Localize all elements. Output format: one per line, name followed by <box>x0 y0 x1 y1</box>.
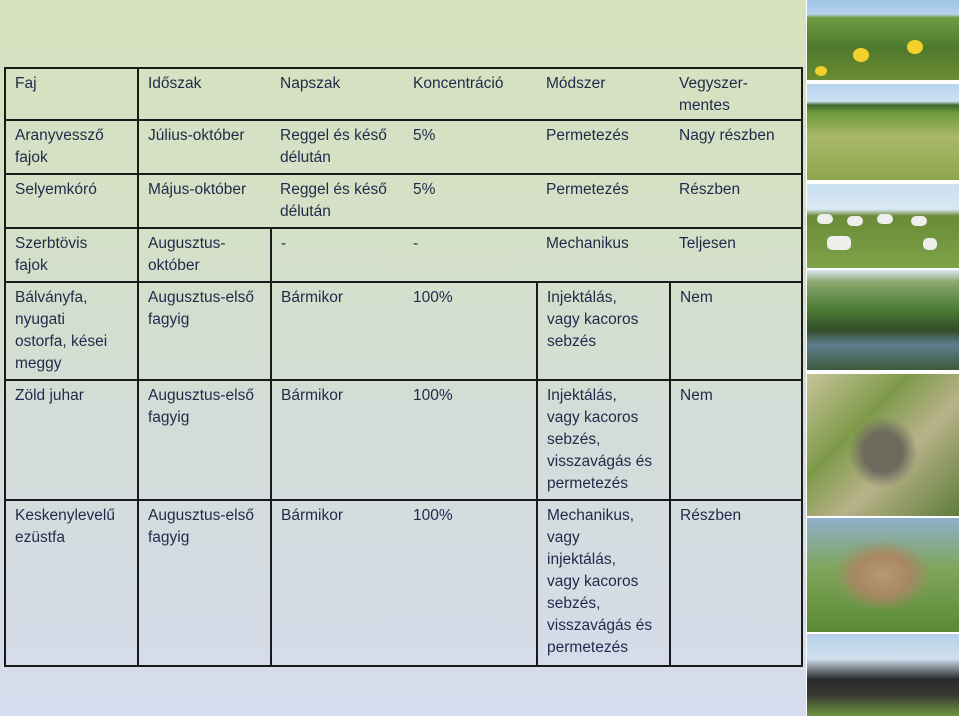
cell-idoszak: Augusztus-első fagyig <box>138 379 272 501</box>
table-row: Aranyvessző fajok Július-október Reggel … <box>4 119 803 175</box>
cell-modszer: Injektálás, vagy kacoros sebzés, visszav… <box>537 379 671 501</box>
header-idoszak: Időszak <box>138 67 271 121</box>
cell-vegyszermentes: Nem <box>670 281 803 381</box>
cell-napszak: Bármikor <box>271 281 404 381</box>
cell-koncentracio: 100% <box>404 281 538 381</box>
header-modszer: Módszer <box>537 67 670 121</box>
cell-napszak: Reggel és késő délután <box>271 173 404 229</box>
water-buffalo-photo <box>807 634 959 716</box>
herbicide-treatment-table: Faj Időszak Napszak Koncentráció Módszer… <box>4 67 803 667</box>
cell-napszak: - <box>271 227 404 283</box>
cell-napszak: Bármikor <box>271 499 404 667</box>
cell-koncentracio: 5% <box>404 173 537 229</box>
cell-modszer: Injektálás, vagy kacoros sebzés <box>537 281 671 381</box>
grassland-photo <box>807 84 959 180</box>
cell-vegyszermentes: Teljesen <box>670 227 803 283</box>
table-header-row: Faj Időszak Napszak Koncentráció Módszer… <box>4 67 803 121</box>
cell-modszer: Permetezés <box>537 173 670 229</box>
cell-koncentracio: 100% <box>404 379 538 501</box>
cell-modszer: Permetezés <box>537 119 670 175</box>
cell-vegyszermentes: Nem <box>670 379 803 501</box>
cell-faj: Bálványfa, nyugati ostorfa, kései meggy <box>4 281 139 381</box>
cell-faj: Keskenylevelű ezüstfa <box>4 499 139 667</box>
cell-idoszak: Július-október <box>138 119 271 175</box>
cell-napszak: Reggel és késő délután <box>271 119 404 175</box>
header-vegyszermentes: Vegyszer- mentes <box>670 67 803 121</box>
yellow-flowers-photo <box>807 0 959 80</box>
cell-koncentracio: 5% <box>404 119 537 175</box>
photo-strip <box>806 0 960 716</box>
snake-in-grass-photo <box>807 374 959 516</box>
cell-modszer: Mechanikus <box>537 227 670 283</box>
cell-vegyszermentes: Részben <box>670 173 803 229</box>
cell-koncentracio: 100% <box>404 499 538 667</box>
cell-vegyszermentes: Részben <box>670 499 803 667</box>
grey-cattle-herd-photo <box>807 184 959 268</box>
table-row: Selyemkóró Május-október Reggel és késő … <box>4 173 803 229</box>
cell-idoszak: Augusztus-első fagyig <box>138 281 272 381</box>
cell-faj: Zöld juhar <box>4 379 139 501</box>
cell-modszer: Mechanikus, vagy injektálás, vagy kacoro… <box>537 499 671 667</box>
cell-idoszak: Augusztus-első fagyig <box>138 499 272 667</box>
header-napszak: Napszak <box>271 67 404 121</box>
cell-faj: Aranyvessző fajok <box>4 119 139 175</box>
header-faj: Faj <box>4 67 139 121</box>
reed-canal-photo <box>807 270 959 370</box>
table-row: Bálványfa, nyugati ostorfa, kései meggy … <box>4 281 803 381</box>
cell-vegyszermentes: Nagy részben <box>670 119 803 175</box>
cell-faj: Szerbtövis fajok <box>4 227 139 283</box>
cell-koncentracio: - <box>404 227 537 283</box>
cell-napszak: Bármikor <box>271 379 404 501</box>
table-row: Keskenylevelű ezüstfa Augusztus-első fag… <box>4 499 803 667</box>
header-koncentracio: Koncentráció <box>404 67 537 121</box>
cell-idoszak: Május-október <box>138 173 271 229</box>
table-row: Szerbtövis fajok Augusztus- október - - … <box>4 227 803 283</box>
cell-idoszak: Augusztus- október <box>138 227 272 283</box>
ground-squirrel-photo <box>807 518 959 632</box>
table-row: Zöld juhar Augusztus-első fagyig Bármiko… <box>4 379 803 501</box>
cell-faj: Selyemkóró <box>4 173 139 229</box>
